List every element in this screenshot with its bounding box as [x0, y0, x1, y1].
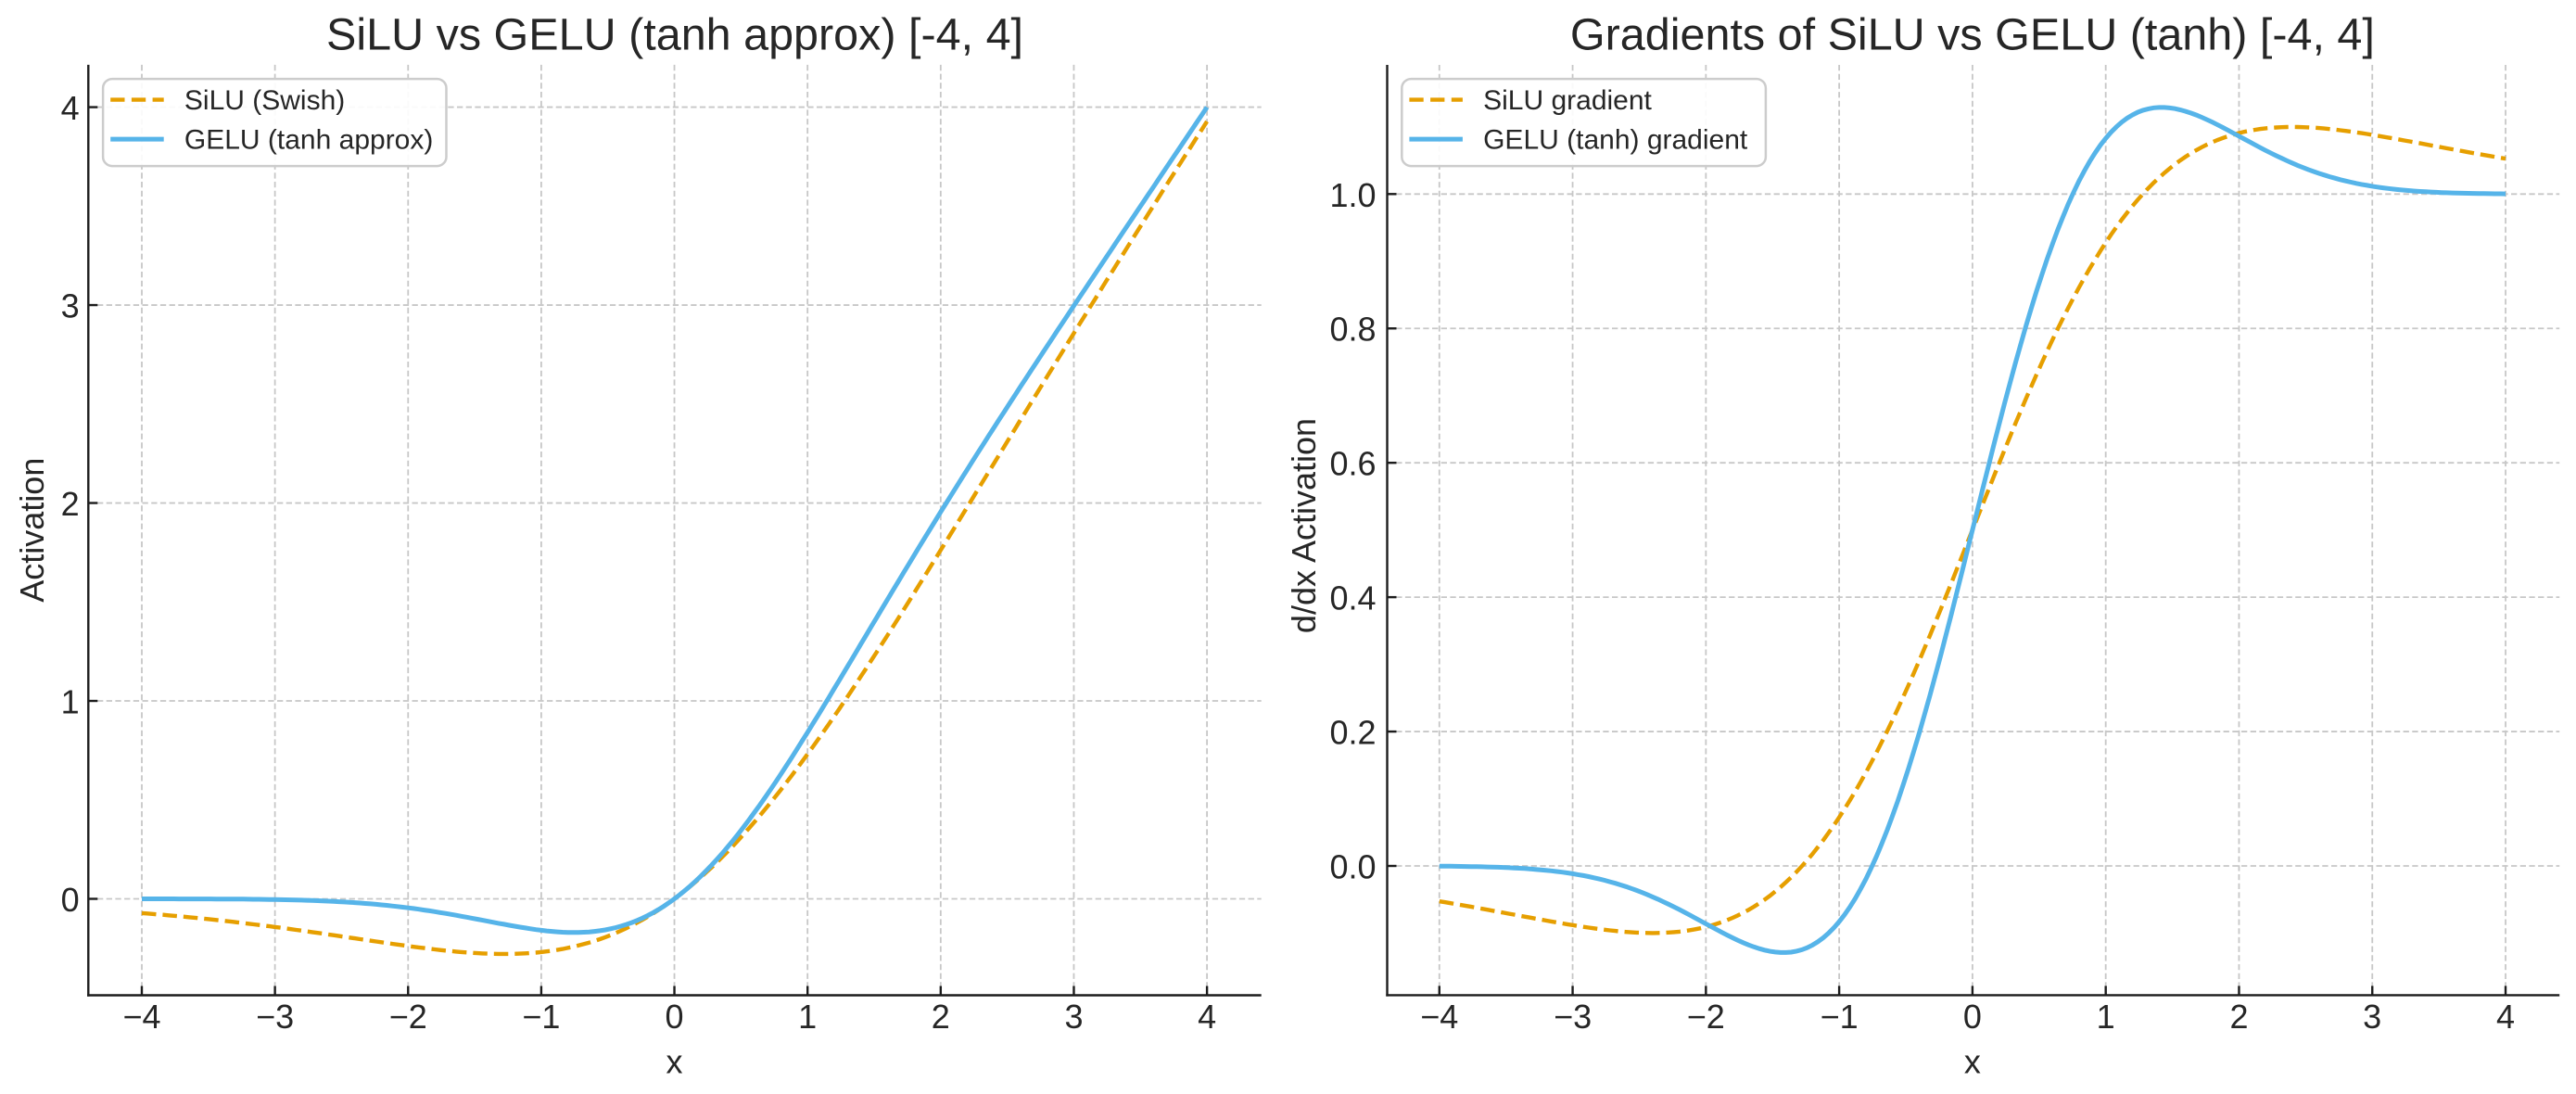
svg-text:0.8: 0.8 [1329, 311, 1376, 349]
svg-text:2: 2 [61, 485, 80, 523]
svg-text:3: 3 [61, 287, 80, 325]
svg-text:1: 1 [61, 683, 80, 721]
svg-text:−1: −1 [522, 998, 560, 1036]
svg-text:4: 4 [61, 89, 80, 127]
svg-text:d/dx Activation: d/dx Activation [1285, 418, 1323, 633]
svg-text:1.0: 1.0 [1329, 176, 1376, 214]
svg-text:0: 0 [665, 998, 683, 1036]
svg-text:1: 1 [798, 998, 817, 1036]
svg-text:x: x [666, 1043, 683, 1081]
svg-text:0: 0 [61, 881, 80, 919]
svg-text:−3: −3 [1554, 998, 1592, 1036]
svg-text:−2: −2 [1687, 998, 1725, 1036]
svg-text:0.2: 0.2 [1329, 714, 1376, 752]
svg-text:GELU (tanh) gradient: GELU (tanh) gradient [1483, 125, 1748, 156]
svg-text:SiLU vs GELU (tanh approx) [-4: SiLU vs GELU (tanh approx) [-4, 4] [326, 10, 1023, 60]
svg-text:Gradients of SiLU vs GELU (tan: Gradients of SiLU vs GELU (tanh) [-4, 4] [1570, 10, 2375, 60]
svg-text:0.4: 0.4 [1329, 579, 1376, 617]
svg-text:3: 3 [1064, 998, 1083, 1036]
svg-text:−2: −2 [389, 998, 427, 1036]
svg-text:4: 4 [2496, 998, 2515, 1036]
svg-text:4: 4 [1198, 998, 1216, 1036]
svg-text:−3: −3 [256, 998, 294, 1036]
svg-text:−4: −4 [1420, 998, 1458, 1036]
svg-text:0.0: 0.0 [1329, 848, 1376, 886]
svg-text:−1: −1 [1821, 998, 1859, 1036]
svg-text:3: 3 [2363, 998, 2381, 1036]
svg-text:0.6: 0.6 [1329, 445, 1376, 483]
svg-text:SiLU (Swish): SiLU (Swish) [184, 85, 345, 116]
svg-text:2: 2 [2229, 998, 2248, 1036]
svg-text:1: 1 [2097, 998, 2115, 1036]
svg-text:−4: −4 [122, 998, 160, 1036]
svg-text:Activation: Activation [13, 458, 51, 603]
svg-text:GELU (tanh approx): GELU (tanh approx) [184, 125, 433, 156]
svg-text:x: x [1964, 1043, 1981, 1081]
svg-text:0: 0 [1963, 998, 1982, 1036]
svg-text:2: 2 [932, 998, 950, 1036]
svg-text:SiLU gradient: SiLU gradient [1483, 85, 1652, 116]
